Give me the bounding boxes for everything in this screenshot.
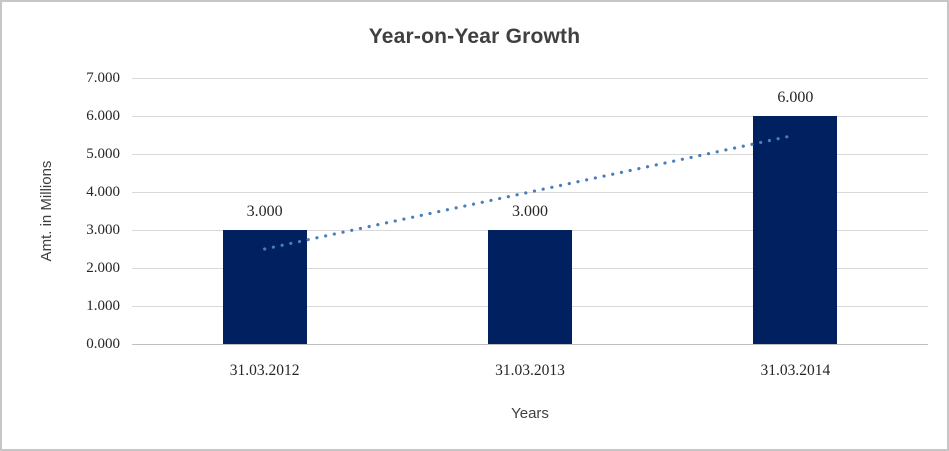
chart-title: Year-on-Year Growth [368, 25, 581, 48]
bar [753, 116, 838, 344]
x-axis-line [132, 344, 928, 345]
y-tick-label: 3.000 [86, 222, 120, 238]
y-tick-label: 0.000 [86, 336, 120, 352]
bar-data-label: 3.000 [512, 203, 548, 220]
gridline [132, 116, 928, 117]
x-category-label: 31.03.2013 [495, 362, 565, 379]
gridline [132, 78, 928, 79]
y-tick-label: 1.000 [86, 298, 120, 314]
y-axis-title: Amt. in Millions [38, 160, 55, 262]
bar [488, 230, 572, 344]
bar [222, 230, 307, 344]
y-tick-label: 4.000 [86, 184, 120, 200]
y-tick-label: 2.000 [86, 260, 120, 276]
x-category-label: 31.03.2014 [760, 362, 831, 379]
y-tick-label: 7.000 [86, 70, 120, 86]
y-tick-label: 6.000 [86, 108, 120, 124]
x-category-label: 31.03.2012 [229, 362, 300, 379]
bar-data-label: 6.000 [777, 89, 814, 106]
x-axis-title: Years [511, 405, 549, 422]
y-tick-label: 5.000 [86, 146, 120, 162]
bar-data-label: 3.000 [246, 203, 283, 220]
